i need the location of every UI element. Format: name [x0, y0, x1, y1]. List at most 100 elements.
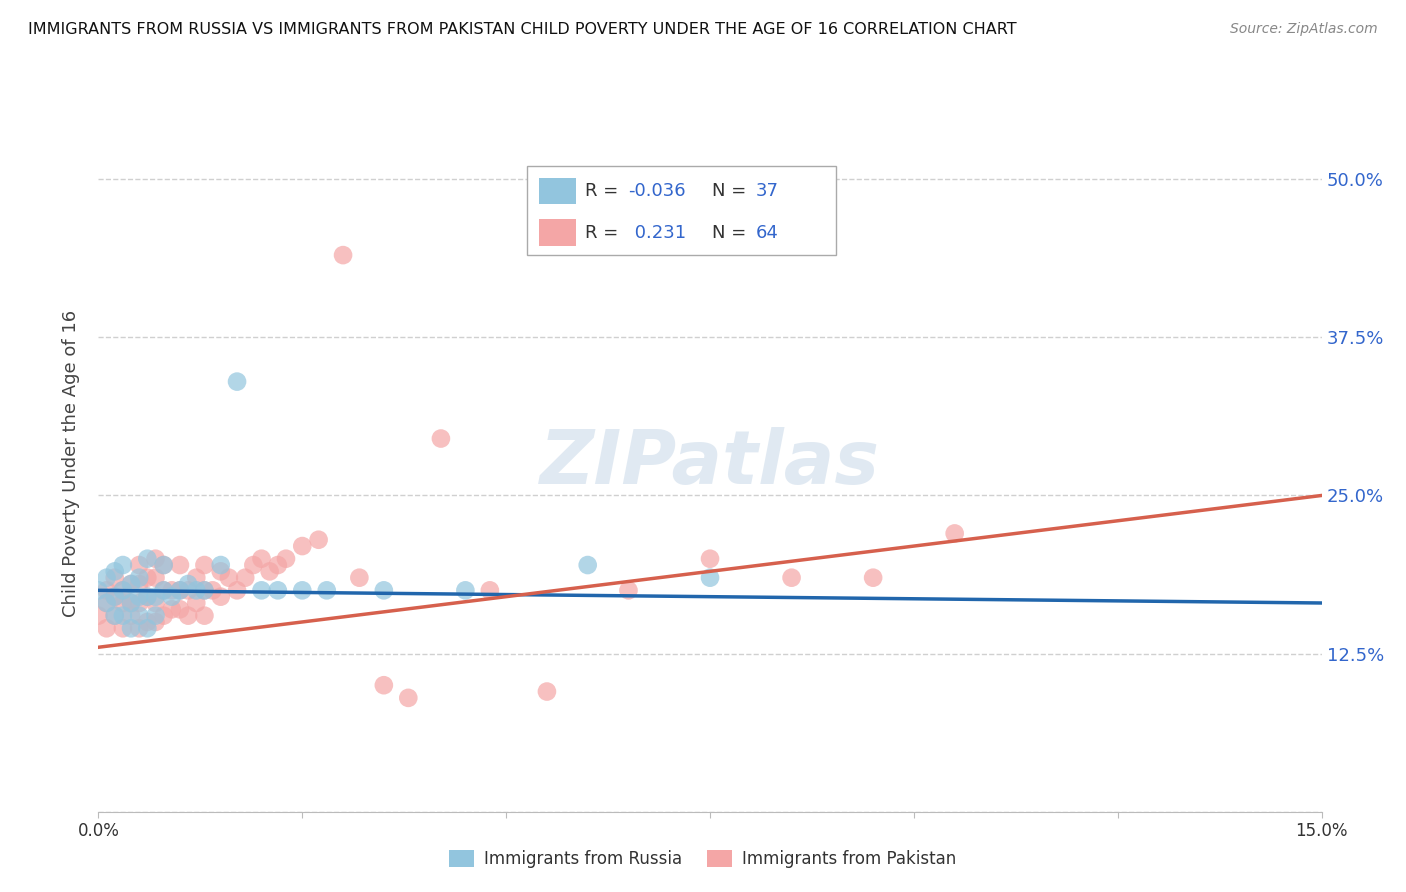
Point — [136, 551, 159, 566]
Point — [120, 608, 142, 623]
Point — [209, 565, 232, 579]
Point — [104, 590, 127, 604]
FancyBboxPatch shape — [538, 219, 576, 246]
Point — [96, 583, 118, 598]
Point — [152, 583, 174, 598]
Point — [120, 577, 142, 591]
Point — [201, 583, 224, 598]
Point — [274, 551, 297, 566]
Point — [111, 608, 134, 623]
Point — [242, 558, 264, 572]
Point — [478, 583, 501, 598]
Text: ZIPatlas: ZIPatlas — [540, 427, 880, 500]
Point — [145, 590, 167, 604]
Text: R =: R = — [585, 224, 619, 242]
Point — [186, 596, 208, 610]
Point — [104, 608, 127, 623]
Point — [177, 583, 200, 598]
Point — [160, 583, 183, 598]
Point — [145, 608, 167, 623]
Point — [169, 558, 191, 572]
Point — [111, 583, 134, 598]
Point — [226, 375, 249, 389]
Point — [128, 590, 150, 604]
Point — [169, 583, 191, 598]
Point — [209, 590, 232, 604]
Text: 64: 64 — [755, 224, 779, 242]
Point — [96, 621, 118, 635]
Point — [96, 596, 118, 610]
Point — [233, 571, 256, 585]
Text: R =: R = — [585, 182, 619, 200]
Point — [152, 558, 174, 572]
Text: N =: N = — [713, 224, 747, 242]
Point — [136, 590, 159, 604]
Point — [373, 583, 395, 598]
Point — [315, 583, 337, 598]
Point — [111, 596, 134, 610]
Point — [454, 583, 477, 598]
Point — [349, 571, 371, 585]
Point — [136, 615, 159, 629]
Point — [267, 583, 290, 598]
Point — [193, 608, 215, 623]
Point — [136, 621, 159, 635]
Point — [250, 551, 273, 566]
Text: Source: ZipAtlas.com: Source: ZipAtlas.com — [1230, 22, 1378, 37]
Point — [145, 571, 167, 585]
Point — [120, 577, 142, 591]
Point — [169, 602, 191, 616]
Point — [128, 577, 150, 591]
Point — [104, 608, 127, 623]
Point — [145, 596, 167, 610]
Point — [136, 571, 159, 585]
Point — [226, 583, 249, 598]
Point — [193, 583, 215, 598]
Point — [943, 526, 966, 541]
Point — [104, 565, 127, 579]
Point — [291, 539, 314, 553]
Point — [111, 621, 134, 635]
Text: N =: N = — [713, 182, 747, 200]
Point — [308, 533, 330, 547]
Point — [169, 583, 191, 598]
Point — [128, 608, 150, 623]
Point — [128, 621, 150, 635]
Point — [87, 608, 110, 623]
Point — [250, 583, 273, 598]
Point — [186, 571, 208, 585]
Text: 0.231: 0.231 — [628, 224, 686, 242]
Point — [145, 551, 167, 566]
Point — [617, 583, 640, 598]
Point — [160, 590, 183, 604]
Point — [104, 590, 127, 604]
Point — [291, 583, 314, 598]
Point — [96, 571, 118, 585]
Point — [152, 583, 174, 598]
Point — [218, 571, 240, 585]
Point — [332, 248, 354, 262]
Point — [373, 678, 395, 692]
Point — [193, 583, 215, 598]
FancyBboxPatch shape — [527, 166, 835, 255]
Point — [87, 583, 110, 598]
Point — [193, 558, 215, 572]
Text: IMMIGRANTS FROM RUSSIA VS IMMIGRANTS FROM PAKISTAN CHILD POVERTY UNDER THE AGE O: IMMIGRANTS FROM RUSSIA VS IMMIGRANTS FRO… — [28, 22, 1017, 37]
FancyBboxPatch shape — [538, 178, 576, 204]
Point — [128, 596, 150, 610]
Point — [111, 558, 134, 572]
Point — [862, 571, 884, 585]
Point — [120, 621, 142, 635]
Point — [152, 558, 174, 572]
Point — [120, 596, 142, 610]
Point — [267, 558, 290, 572]
Point — [152, 608, 174, 623]
Text: -0.036: -0.036 — [628, 182, 686, 200]
Point — [111, 583, 134, 598]
Point — [128, 558, 150, 572]
Point — [699, 571, 721, 585]
Point — [186, 583, 208, 598]
Point — [104, 571, 127, 585]
Point — [396, 690, 419, 705]
Legend: Immigrants from Russia, Immigrants from Pakistan: Immigrants from Russia, Immigrants from … — [443, 843, 963, 875]
